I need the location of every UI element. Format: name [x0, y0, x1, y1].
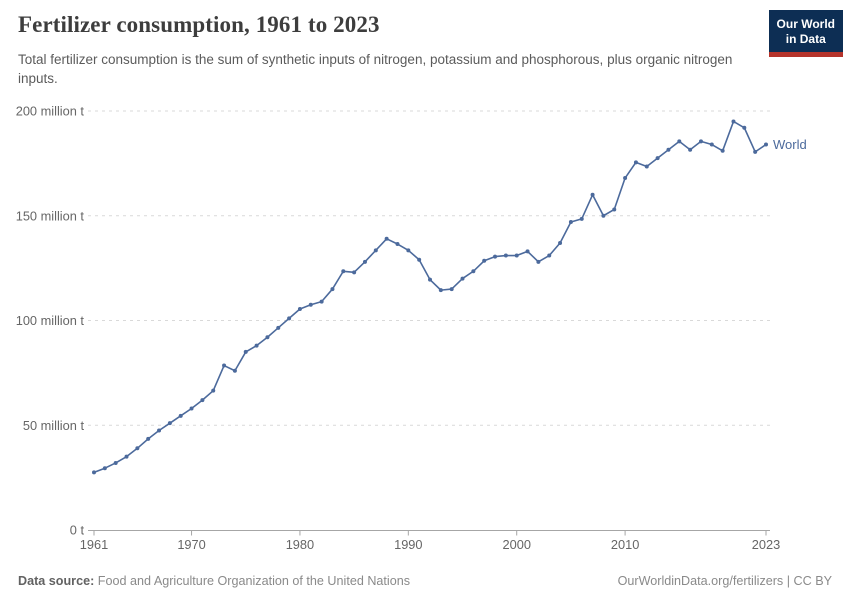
- data-point-world-2000[interactable]: [514, 253, 519, 258]
- data-point-world-1988[interactable]: [384, 236, 389, 241]
- x-tick-label-2000: 2000: [502, 537, 530, 552]
- data-point-world-1972[interactable]: [211, 388, 216, 393]
- data-point-world-2021[interactable]: [742, 125, 747, 130]
- data-source-note: Data source: Food and Agriculture Organi…: [18, 574, 410, 588]
- data-point-world-2005[interactable]: [568, 220, 573, 225]
- data-point-world-2002[interactable]: [536, 259, 541, 264]
- data-point-world-1976[interactable]: [254, 343, 259, 348]
- x-tick-label-1980: 1980: [286, 537, 314, 552]
- owid-logo[interactable]: Our World in Data: [768, 10, 843, 57]
- data-point-world-2015[interactable]: [677, 139, 682, 144]
- data-point-world-1996[interactable]: [471, 269, 476, 274]
- data-point-world-1965[interactable]: [135, 446, 140, 451]
- data-point-world-1980[interactable]: [297, 306, 302, 311]
- data-point-world-2004[interactable]: [558, 240, 563, 245]
- data-point-world-1962[interactable]: [102, 466, 107, 471]
- data-point-world-1977[interactable]: [265, 335, 270, 340]
- data-point-world-1981[interactable]: [308, 302, 313, 307]
- data-point-world-2022[interactable]: [753, 149, 758, 154]
- data-point-world-1997[interactable]: [482, 258, 487, 263]
- chart-title: Fertilizer consumption, 1961 to 2023: [18, 12, 380, 37]
- y-tick-label-200: 200 million t: [16, 104, 85, 119]
- owid-logo-line2: in Data: [785, 32, 826, 46]
- owid-logo-line1: Our World: [776, 17, 835, 31]
- data-point-world-2009[interactable]: [612, 207, 617, 212]
- data-point-world-1984[interactable]: [341, 269, 346, 274]
- chart-subtitle: Total fertilizer consumption is the sum …: [18, 52, 733, 86]
- data-point-world-1989[interactable]: [395, 242, 400, 247]
- data-point-world-1994[interactable]: [449, 287, 454, 292]
- data-point-world-2012[interactable]: [644, 164, 649, 169]
- data-point-world-1978[interactable]: [276, 325, 281, 330]
- data-point-world-1975[interactable]: [243, 349, 248, 354]
- data-point-world-1974[interactable]: [232, 368, 237, 373]
- data-point-world-2020[interactable]: [731, 119, 736, 124]
- data-point-world-1979[interactable]: [287, 316, 292, 321]
- series-label-world[interactable]: World: [773, 137, 807, 152]
- data-point-world-2017[interactable]: [698, 139, 703, 144]
- data-point-world-1991[interactable]: [417, 257, 422, 262]
- y-tick-label-150: 150 million t: [16, 208, 85, 223]
- data-point-world-2014[interactable]: [666, 147, 671, 152]
- data-point-world-1963[interactable]: [113, 460, 118, 465]
- data-point-world-1968[interactable]: [167, 421, 172, 426]
- x-tick-label-1961: 1961: [80, 537, 108, 552]
- y-tick-label-50: 50 million t: [23, 418, 85, 433]
- data-point-world-1967[interactable]: [157, 428, 162, 433]
- data-point-world-1966[interactable]: [146, 436, 151, 441]
- data-point-world-2010[interactable]: [623, 176, 628, 181]
- data-source-value: Food and Agriculture Organization of the…: [97, 574, 411, 588]
- chart-footer: Data source: Food and Agriculture Organi…: [18, 574, 832, 588]
- data-point-world-1993[interactable]: [438, 288, 443, 293]
- data-point-world-2018[interactable]: [709, 142, 714, 147]
- data-point-world-1971[interactable]: [200, 398, 205, 403]
- data-point-world-2013[interactable]: [655, 156, 660, 161]
- data-point-world-1969[interactable]: [178, 413, 183, 418]
- data-point-world-1964[interactable]: [124, 454, 129, 459]
- data-point-world-1970[interactable]: [189, 406, 194, 411]
- data-point-world-1983[interactable]: [330, 287, 335, 292]
- data-point-world-1986[interactable]: [362, 259, 367, 264]
- x-tick-label-1990: 1990: [394, 537, 422, 552]
- data-point-world-1973[interactable]: [222, 363, 227, 368]
- data-source-label: Data source:: [18, 574, 95, 588]
- x-tick-label-1970: 1970: [177, 537, 205, 552]
- data-point-world-2006[interactable]: [579, 216, 584, 221]
- data-point-world-1987[interactable]: [373, 248, 378, 253]
- data-point-world-2003[interactable]: [547, 253, 552, 258]
- data-point-world-2011[interactable]: [633, 160, 638, 165]
- data-point-world-1982[interactable]: [319, 299, 324, 304]
- data-point-world-2023[interactable]: [764, 142, 768, 147]
- data-point-world-2016[interactable]: [688, 147, 693, 152]
- data-point-world-1961[interactable]: [92, 470, 96, 475]
- data-point-world-1985[interactable]: [352, 270, 357, 275]
- data-point-world-1990[interactable]: [406, 248, 411, 253]
- data-point-world-2008[interactable]: [601, 213, 606, 218]
- x-tick-label-2010: 2010: [611, 537, 639, 552]
- data-point-world-2007[interactable]: [590, 192, 595, 197]
- data-point-world-1992[interactable]: [428, 277, 432, 282]
- y-tick-label-0: 0 t: [70, 523, 85, 538]
- data-point-world-2019[interactable]: [720, 148, 725, 153]
- attribution-link[interactable]: OurWorldinData.org/fertilizers | CC BY: [617, 574, 832, 588]
- data-point-world-1995[interactable]: [460, 276, 465, 281]
- data-point-world-2001[interactable]: [525, 249, 530, 254]
- x-tick-label-2023: 2023: [752, 537, 780, 552]
- y-tick-label-100: 100 million t: [16, 313, 85, 328]
- series-line-world[interactable]: [93, 120, 767, 474]
- data-point-world-1998[interactable]: [493, 254, 498, 259]
- data-point-world-1999[interactable]: [503, 253, 508, 258]
